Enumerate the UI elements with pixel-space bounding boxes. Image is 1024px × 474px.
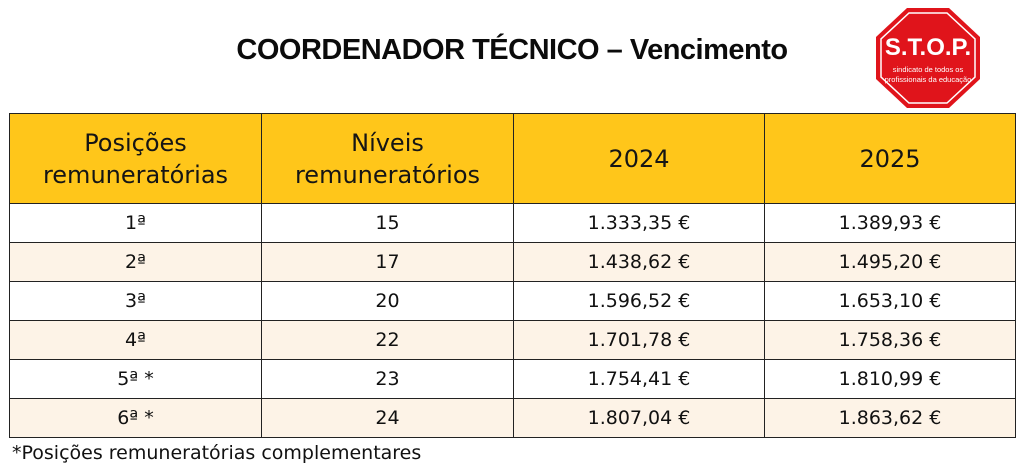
footnote: *Posições remuneratórias complementares xyxy=(12,442,422,464)
cell-level: 17 xyxy=(261,242,514,282)
header-2024: 2024 xyxy=(513,113,765,204)
cell-level: 22 xyxy=(261,320,514,360)
table-row: 5ª * 23 1.754,41 € 1.810,99 € xyxy=(9,359,1016,399)
table-row: 3ª 20 1.596,52 € 1.653,10 € xyxy=(9,281,1016,321)
cell-2024: 1.701,78 € xyxy=(513,320,765,360)
header-positions: Posições remuneratórias xyxy=(9,113,262,204)
cell-level: 23 xyxy=(261,359,514,399)
cell-level: 20 xyxy=(261,281,514,321)
cell-position: 3ª xyxy=(9,281,262,321)
logo-text: S.T.O.P. xyxy=(885,34,971,61)
cell-2024: 1.807,04 € xyxy=(513,398,765,438)
cell-2025: 1.389,93 € xyxy=(764,203,1016,243)
stop-sign-icon: S.T.O.P. sindicato de todos os profissio… xyxy=(876,8,980,108)
salary-table: Posições remuneratórias Níveis remunerat… xyxy=(9,113,1016,438)
cell-position: 5ª * xyxy=(9,359,262,399)
table-row: 2ª 17 1.438,62 € 1.495,20 € xyxy=(9,242,1016,282)
logo-tagline-line2: profissionais da educação xyxy=(885,75,972,84)
cell-2024: 1.438,62 € xyxy=(513,242,765,282)
table-row: 1ª 15 1.333,35 € 1.389,93 € xyxy=(9,203,1016,243)
cell-2024: 1.596,52 € xyxy=(513,281,765,321)
cell-position: 1ª xyxy=(9,203,262,243)
cell-level: 24 xyxy=(261,398,514,438)
header-levels-label: Níveis remuneratórios xyxy=(294,128,481,189)
cell-position: 6ª * xyxy=(9,398,262,438)
table-header-row: Posições remuneratórias Níveis remunerat… xyxy=(9,113,1016,204)
cell-position: 2ª xyxy=(9,242,262,282)
logo-tagline-line1: sindicato de todos os xyxy=(893,65,964,74)
cell-position: 4ª xyxy=(9,320,262,360)
header-levels: Níveis remuneratórios xyxy=(261,113,514,204)
table-row: 6ª * 24 1.807,04 € 1.863,62 € xyxy=(9,398,1016,438)
cell-level: 15 xyxy=(261,203,514,243)
cell-2025: 1.495,20 € xyxy=(764,242,1016,282)
cell-2025: 1.758,36 € xyxy=(764,320,1016,360)
cell-2024: 1.754,41 € xyxy=(513,359,765,399)
stop-logo: S.T.O.P. sindicato de todos os profissio… xyxy=(874,6,982,110)
page-title: COORDENADOR TÉCNICO – Vencimento xyxy=(236,34,788,66)
cell-2025: 1.653,10 € xyxy=(764,281,1016,321)
header-positions-label: Posições remuneratórias xyxy=(42,128,229,189)
cell-2024: 1.333,35 € xyxy=(513,203,765,243)
header-2025: 2025 xyxy=(764,113,1016,204)
cell-2025: 1.810,99 € xyxy=(764,359,1016,399)
table-row: 4ª 22 1.701,78 € 1.758,36 € xyxy=(9,320,1016,360)
cell-2025: 1.863,62 € xyxy=(764,398,1016,438)
